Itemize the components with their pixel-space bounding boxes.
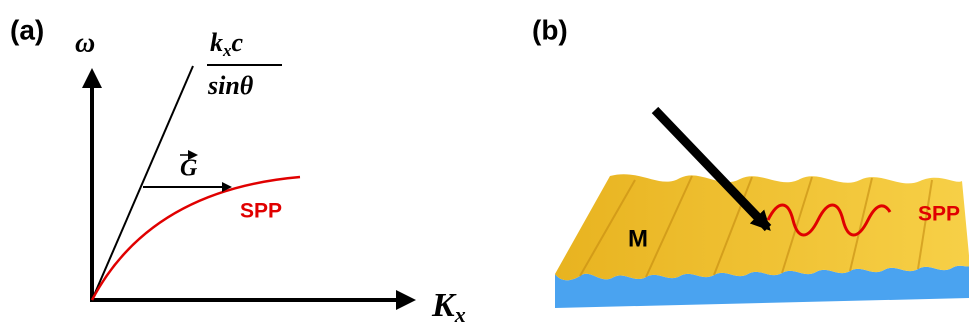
- spp-curve: [92, 177, 300, 300]
- denominator: sinθ: [207, 71, 254, 100]
- wave-label: SPP: [918, 203, 960, 226]
- light-line: [92, 66, 193, 300]
- numerator-k: k: [210, 28, 223, 57]
- numerator-c: c: [232, 28, 244, 57]
- metal-label: M: [628, 225, 648, 252]
- page: (a) ω kxc sinθ G SPP Kx (b) M SPP (() =>…: [0, 0, 969, 333]
- x-axis-k: K: [431, 287, 457, 324]
- x-axis-label: Kx: [431, 287, 466, 327]
- curve-label: SPP: [240, 200, 282, 223]
- vector-label: G: [180, 156, 198, 182]
- x-axis-sub: x: [454, 302, 466, 327]
- y-axis-label: ω: [75, 27, 95, 58]
- panel-label: (b): [532, 14, 568, 45]
- panel-label: (a): [10, 14, 44, 45]
- figure: (a) ω kxc sinθ G SPP Kx (b) M SPP: [0, 0, 969, 328]
- numerator: kxc: [210, 28, 244, 60]
- numerator-sub: x: [222, 41, 232, 60]
